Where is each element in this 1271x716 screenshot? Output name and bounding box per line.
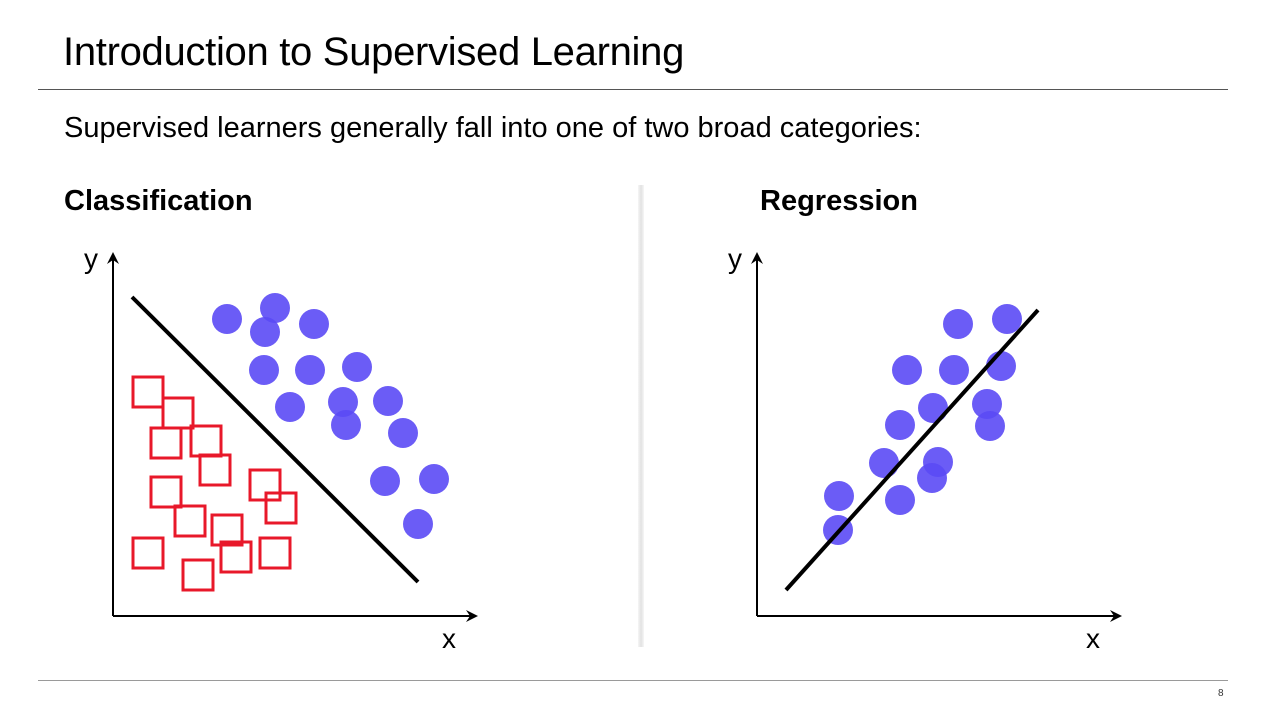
class-b-dot	[370, 466, 400, 496]
class-b-dot	[388, 418, 418, 448]
title-divider	[38, 89, 1228, 90]
class-a-square	[149, 426, 183, 460]
class-b-dot	[250, 317, 280, 347]
class-a-squares	[131, 375, 298, 592]
class-a-square	[181, 558, 215, 592]
class-a-square	[264, 491, 298, 525]
class-b-dot	[260, 293, 290, 323]
regression-dot	[869, 448, 899, 478]
class-a-square	[198, 453, 232, 487]
class-a-square	[131, 375, 165, 409]
class-a-square	[210, 513, 244, 547]
slide-subtitle: Supervised learners generally fall into …	[64, 112, 922, 144]
regression-dot	[986, 351, 1016, 381]
regression-fit-line	[784, 308, 1040, 592]
slide-title: Introduction to Supervised Learning	[63, 30, 685, 74]
class-b-dot	[328, 387, 358, 417]
class-a-square	[189, 424, 223, 458]
page-number: 8	[1218, 688, 1224, 699]
class-b-dot	[275, 392, 305, 422]
regression-dot	[917, 463, 947, 493]
regression-heading: Regression	[760, 185, 918, 217]
class-b-dot	[419, 464, 449, 494]
regression-y-label: y	[728, 243, 742, 274]
panel-divider	[638, 185, 644, 647]
class-b-dot	[249, 355, 279, 385]
footer-divider	[38, 680, 1228, 681]
regression-dot	[885, 410, 915, 440]
class-a-square	[161, 396, 195, 430]
regression-dot	[892, 355, 922, 385]
regression-dot	[939, 355, 969, 385]
regression-dot	[972, 389, 1002, 419]
class-b-dot	[295, 355, 325, 385]
class-a-square	[173, 504, 207, 538]
class-b-dot	[403, 509, 433, 539]
regression-dot	[975, 411, 1005, 441]
classification-y-label: y	[84, 243, 98, 274]
classification-diagram: y x	[84, 243, 478, 654]
classification-heading: Classification	[64, 185, 253, 217]
class-b-dot	[299, 309, 329, 339]
class-a-square	[258, 536, 292, 570]
class-b-dot	[212, 304, 242, 334]
regression-dot	[885, 485, 915, 515]
class-a-square	[131, 536, 165, 570]
regression-dot	[992, 304, 1022, 334]
class-b-dot	[373, 386, 403, 416]
regression-dot	[918, 393, 948, 423]
class-a-square	[149, 475, 183, 509]
regression-dot	[824, 481, 854, 511]
classification-x-label: x	[442, 623, 456, 654]
decision-boundary-line	[130, 295, 420, 584]
class-a-square	[219, 540, 253, 574]
class-b-dots	[212, 293, 449, 539]
class-b-dot	[342, 352, 372, 382]
regression-dot	[943, 309, 973, 339]
regression-x-label: x	[1086, 623, 1100, 654]
regression-diagram: y x	[728, 243, 1122, 654]
class-b-dot	[331, 410, 361, 440]
regression-dots	[823, 304, 1022, 545]
